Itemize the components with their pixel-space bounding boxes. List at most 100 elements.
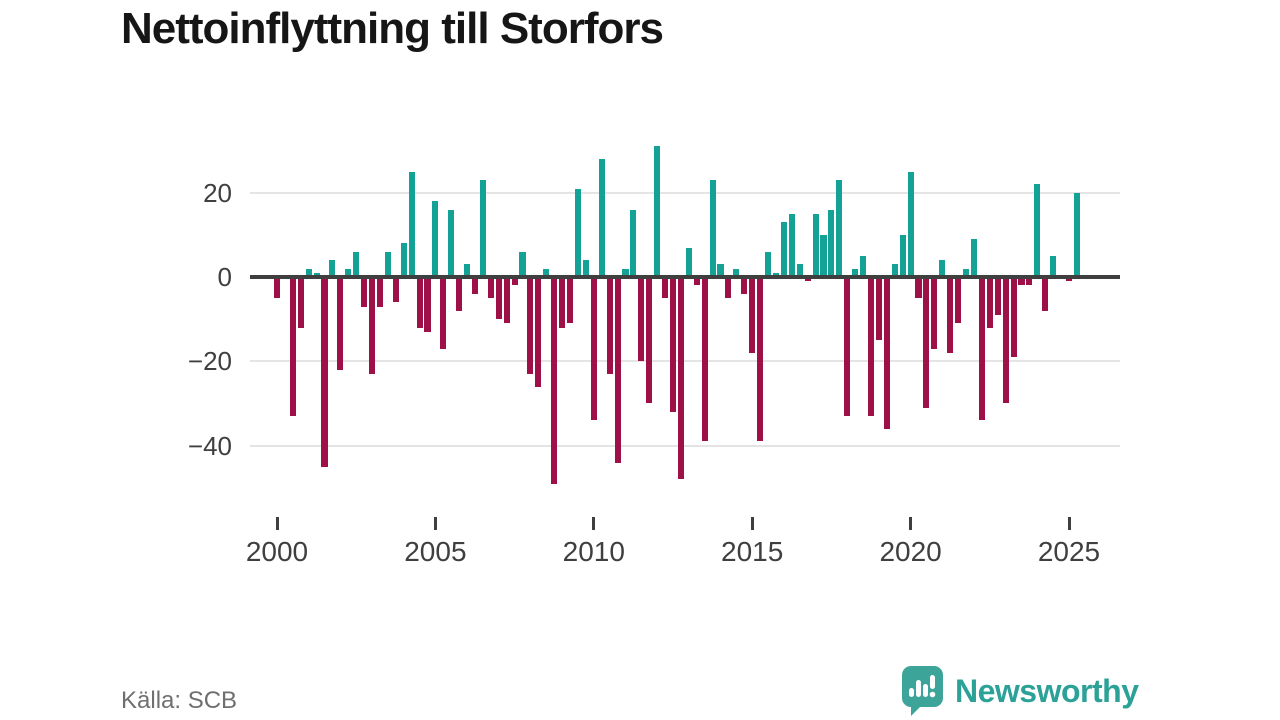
bar-2001-Q3: [321, 277, 328, 467]
bar-2018-Q3: [860, 255, 867, 277]
bar-2014-Q1: [717, 264, 724, 277]
bar-2013-Q3: [701, 277, 708, 442]
bar-2024-Q2: [1042, 277, 1049, 311]
x-axis-zero-line: [250, 275, 1120, 279]
newsworthy-wordmark: Newsworthy: [955, 672, 1139, 709]
bar-2010-Q3: [606, 277, 613, 374]
y-axis-label-0: 0: [217, 262, 232, 292]
bar-2015-Q4: [772, 272, 780, 277]
bar-2000-Q4: [297, 277, 304, 328]
source-text: Källa: SCB: [121, 687, 238, 714]
bar-2005-Q1: [432, 201, 439, 277]
bar-2022-Q2: [978, 277, 985, 421]
x-tick-2005: [433, 517, 437, 530]
bar-2007-Q3: [511, 277, 518, 286]
bar-2003-Q4: [392, 277, 399, 303]
bar-2022-Q3: [986, 277, 993, 328]
bar-2002-Q4: [361, 277, 368, 307]
bar-2025-Q1: [1065, 277, 1073, 282]
bar-2018-Q1: [844, 277, 851, 417]
bar-2003-Q1: [368, 277, 376, 374]
bar-2009-Q2: [566, 277, 574, 324]
x-tick-2010: [592, 517, 596, 530]
bar-2012-Q2: [662, 277, 669, 299]
bar-2003-Q2: [376, 277, 384, 307]
bar-2001-Q4: [329, 260, 336, 277]
bar-2023-Q4: [1026, 277, 1033, 286]
bar-2002-Q3: [353, 251, 360, 277]
x-tick-2000: [275, 517, 279, 530]
bar-2017-Q2: [820, 234, 827, 277]
bar-2004-Q4: [424, 277, 431, 332]
bar-2012-Q4: [677, 277, 684, 480]
x-tick-2015: [750, 517, 754, 530]
bar-2013-Q4: [709, 180, 716, 277]
bar-2020-Q1: [907, 171, 914, 277]
bar-2012-Q3: [669, 277, 677, 412]
x-tick-2025: [1067, 517, 1071, 530]
bar-2010-Q4: [614, 277, 621, 463]
bar-2016-Q2: [788, 213, 795, 277]
bar-2015-Q2: [757, 277, 764, 442]
page-title: Nettoinflyttning till Storfors: [121, 4, 664, 53]
bar-2019-Q3: [891, 264, 898, 277]
bar-2008-Q4: [551, 277, 558, 484]
bar-2003-Q3: [384, 251, 391, 277]
bar-2005-Q3: [448, 209, 455, 277]
bar-2011-Q4: [646, 277, 653, 404]
gridline-−20: [250, 360, 1120, 363]
bar-2019-Q1: [875, 277, 882, 341]
bar-2023-Q3: [1018, 277, 1025, 286]
bar-2002-Q1: [337, 277, 344, 370]
bar-2007-Q1: [495, 277, 502, 320]
bar-2015-Q3: [764, 251, 772, 277]
bar-2019-Q4: [899, 234, 906, 277]
bar-2014-Q4: [741, 277, 748, 294]
x-axis-label-2005: 2005: [404, 536, 467, 567]
bar-2020-Q3: [923, 277, 930, 408]
bar-2009-Q3: [574, 188, 582, 277]
bar-2005-Q2: [440, 277, 447, 349]
bar-2009-Q4: [582, 260, 589, 277]
bar-2017-Q4: [836, 180, 843, 277]
bar-2005-Q4: [456, 277, 463, 311]
bar-2004-Q1: [400, 243, 407, 277]
bar-2021-Q2: [947, 277, 954, 353]
bar-2016-Q3: [796, 264, 803, 277]
bar-2013-Q1: [685, 247, 692, 277]
bar-2022-Q4: [994, 277, 1001, 315]
bar-2025-Q2: [1073, 192, 1080, 277]
bar-2007-Q4: [519, 251, 526, 277]
gridline-−40: [250, 444, 1120, 447]
newsworthy-logo-icon: [902, 666, 943, 716]
bar-2014-Q3: [733, 268, 740, 277]
x-axis-label-2025: 2025: [1037, 536, 1101, 567]
bar-2023-Q2: [1010, 277, 1017, 358]
bar-2009-Q1: [559, 277, 566, 328]
bar-2019-Q2: [883, 277, 890, 429]
bar-2000-Q1: [273, 277, 281, 299]
newsworthy-logo: Newsworthy: [901, 666, 1139, 716]
x-axis-label-2000: 2000: [245, 536, 309, 567]
bar-2024-Q1: [1034, 184, 1041, 277]
y-axis-label-−40: −40: [187, 430, 232, 461]
bar-2008-Q1: [527, 277, 534, 374]
bar-2007-Q2: [503, 277, 510, 324]
bar-2011-Q2: [630, 209, 637, 277]
bar-2021-Q1: [939, 260, 946, 277]
bar-2014-Q2: [725, 277, 732, 299]
bar-2024-Q3: [1050, 255, 1057, 277]
bar-2000-Q3: [289, 277, 296, 417]
bar-2016-Q1: [780, 222, 787, 277]
bar-2006-Q4: [487, 277, 494, 299]
bar-2018-Q2: [852, 268, 859, 277]
bar-2016-Q4: [804, 277, 811, 282]
bar-2021-Q3: [955, 277, 962, 324]
bar-2011-Q1: [622, 268, 629, 277]
bar-2017-Q3: [828, 209, 835, 277]
bar-2006-Q1: [464, 264, 471, 277]
bar-2010-Q2: [598, 159, 605, 277]
bar-2017-Q1: [812, 213, 819, 277]
bar-2001-Q1: [305, 268, 312, 277]
